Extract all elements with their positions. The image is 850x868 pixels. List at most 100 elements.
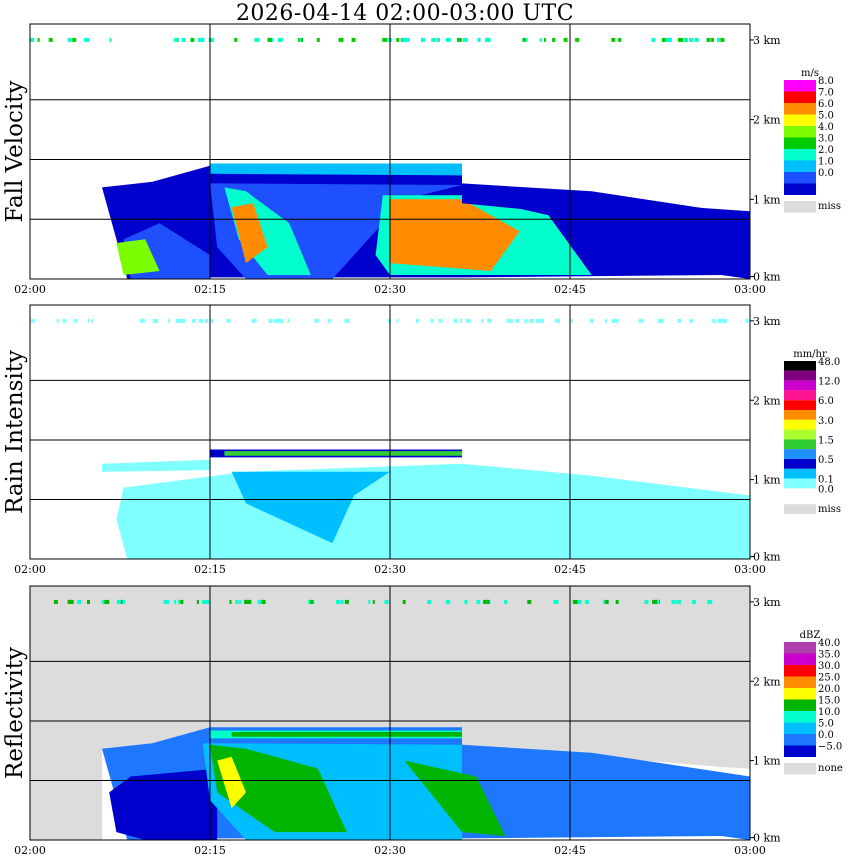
speckle (120, 599, 123, 604)
speckle (618, 37, 622, 42)
speckle (396, 318, 399, 323)
speckle (528, 318, 534, 323)
speckle (401, 37, 406, 42)
speckle (175, 318, 180, 323)
melt-band (210, 163, 462, 176)
speckle (268, 318, 273, 323)
y-tick-label: 1 km (753, 755, 781, 768)
x-tick-label: 02:15 (194, 283, 226, 296)
speckle (257, 599, 262, 604)
speckle (692, 599, 696, 604)
legend-unit: mm/hr (793, 349, 827, 360)
legend-label: 6.0 (818, 396, 834, 407)
speckle (527, 599, 532, 604)
speckle (652, 599, 658, 604)
bright-band-core (224, 451, 462, 456)
panel-0: 0 km 1 km 2 km 3 km 02:00 02:15 02:30 02:45 03:0… (2, 23, 841, 296)
legend-swatch (784, 459, 816, 469)
speckle (268, 37, 272, 42)
speckle (717, 37, 721, 42)
legend-label: 40.0 (818, 638, 840, 649)
speckle (77, 599, 82, 604)
y-tick-label: 3 km (753, 596, 781, 609)
speckle (206, 599, 211, 604)
legend-label: 7.0 (818, 88, 834, 99)
shaft-yellow (217, 756, 246, 809)
speckle (226, 318, 231, 323)
speckle (453, 318, 458, 323)
speckle (116, 599, 121, 604)
legend-label: 20.0 (818, 684, 840, 695)
speckle (465, 318, 471, 323)
legend-swatch (784, 449, 816, 459)
speckle (197, 37, 201, 42)
speckle (485, 37, 491, 42)
legend-swatch (784, 137, 816, 149)
shaft-orange (231, 203, 268, 264)
shaft-green-2 (404, 760, 506, 836)
speckle (415, 318, 419, 323)
speckle (74, 318, 77, 323)
speckle (316, 318, 318, 323)
speckle (251, 318, 257, 323)
speckle (431, 37, 437, 42)
echo-left (102, 459, 210, 472)
speckle (104, 599, 110, 604)
speckle (340, 599, 344, 604)
speckle (438, 318, 443, 323)
speckle (67, 37, 72, 42)
plot-frame (29, 23, 751, 280)
legend-label: 1.0 (818, 157, 834, 168)
speckle (570, 318, 573, 323)
speckle (234, 37, 238, 42)
speckle (486, 599, 490, 604)
speckle (420, 37, 425, 42)
speckle (280, 318, 284, 323)
speckle (120, 599, 126, 604)
speckle (53, 599, 58, 604)
legend-swatch (784, 91, 816, 103)
x-tick-label: 03:00 (734, 844, 766, 857)
speckle (677, 318, 682, 323)
speckle (254, 37, 260, 42)
legend-label: 6.0 (818, 99, 834, 110)
legend-swatch (784, 488, 816, 499)
x-tick-label: 03:00 (734, 563, 766, 576)
legend-label: 0.0 (818, 484, 834, 495)
speckle (336, 599, 340, 604)
speckle (384, 599, 389, 604)
speckle (535, 318, 540, 323)
speckle (487, 318, 492, 323)
speckle (678, 37, 683, 42)
legend-label: 0.0 (818, 730, 834, 741)
x-tick-label: 02:15 (194, 844, 226, 857)
speckle (152, 318, 155, 323)
legend-label: miss (818, 201, 841, 212)
data-layer (30, 318, 750, 559)
legend-swatch (784, 745, 816, 757)
panel-2: 0 km 1 km 2 km 3 km 02:00 02:15 02:30 02:45 03:0… (2, 585, 843, 857)
legend-swatch (784, 688, 816, 700)
speckle (712, 318, 717, 323)
ylabel: Reflectivity (2, 647, 28, 779)
speckle (720, 37, 725, 42)
speckle (87, 599, 90, 604)
data-layer (53, 599, 750, 840)
x-tick-label: 03:00 (734, 283, 766, 296)
speckle (575, 37, 580, 42)
speckle (462, 37, 468, 42)
legend-swatch (784, 400, 816, 410)
speckle (176, 37, 179, 42)
speckle (554, 599, 559, 604)
speckle (372, 599, 375, 604)
speckle (168, 318, 171, 323)
speckle (659, 318, 663, 323)
speckle (539, 37, 542, 42)
speckle (62, 318, 67, 323)
speckle (276, 318, 282, 323)
speckle (101, 599, 105, 604)
legend-swatch (784, 410, 816, 420)
speckle (694, 37, 699, 42)
speckle (602, 599, 605, 604)
speckle (707, 599, 713, 604)
